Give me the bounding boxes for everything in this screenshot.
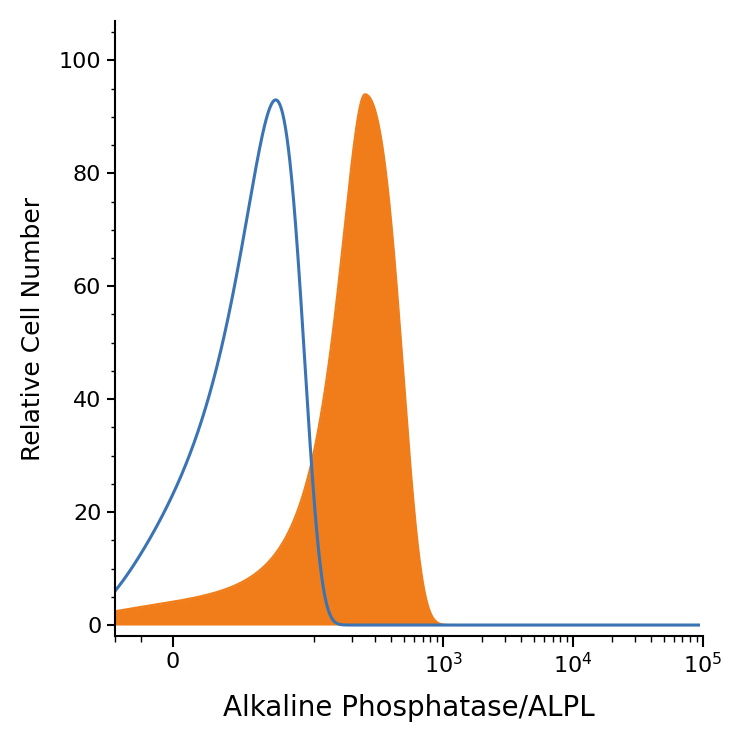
Y-axis label: Relative Cell Number: Relative Cell Number [21, 196, 45, 461]
X-axis label: Alkaline Phosphatase/ALPL: Alkaline Phosphatase/ALPL [223, 694, 594, 722]
